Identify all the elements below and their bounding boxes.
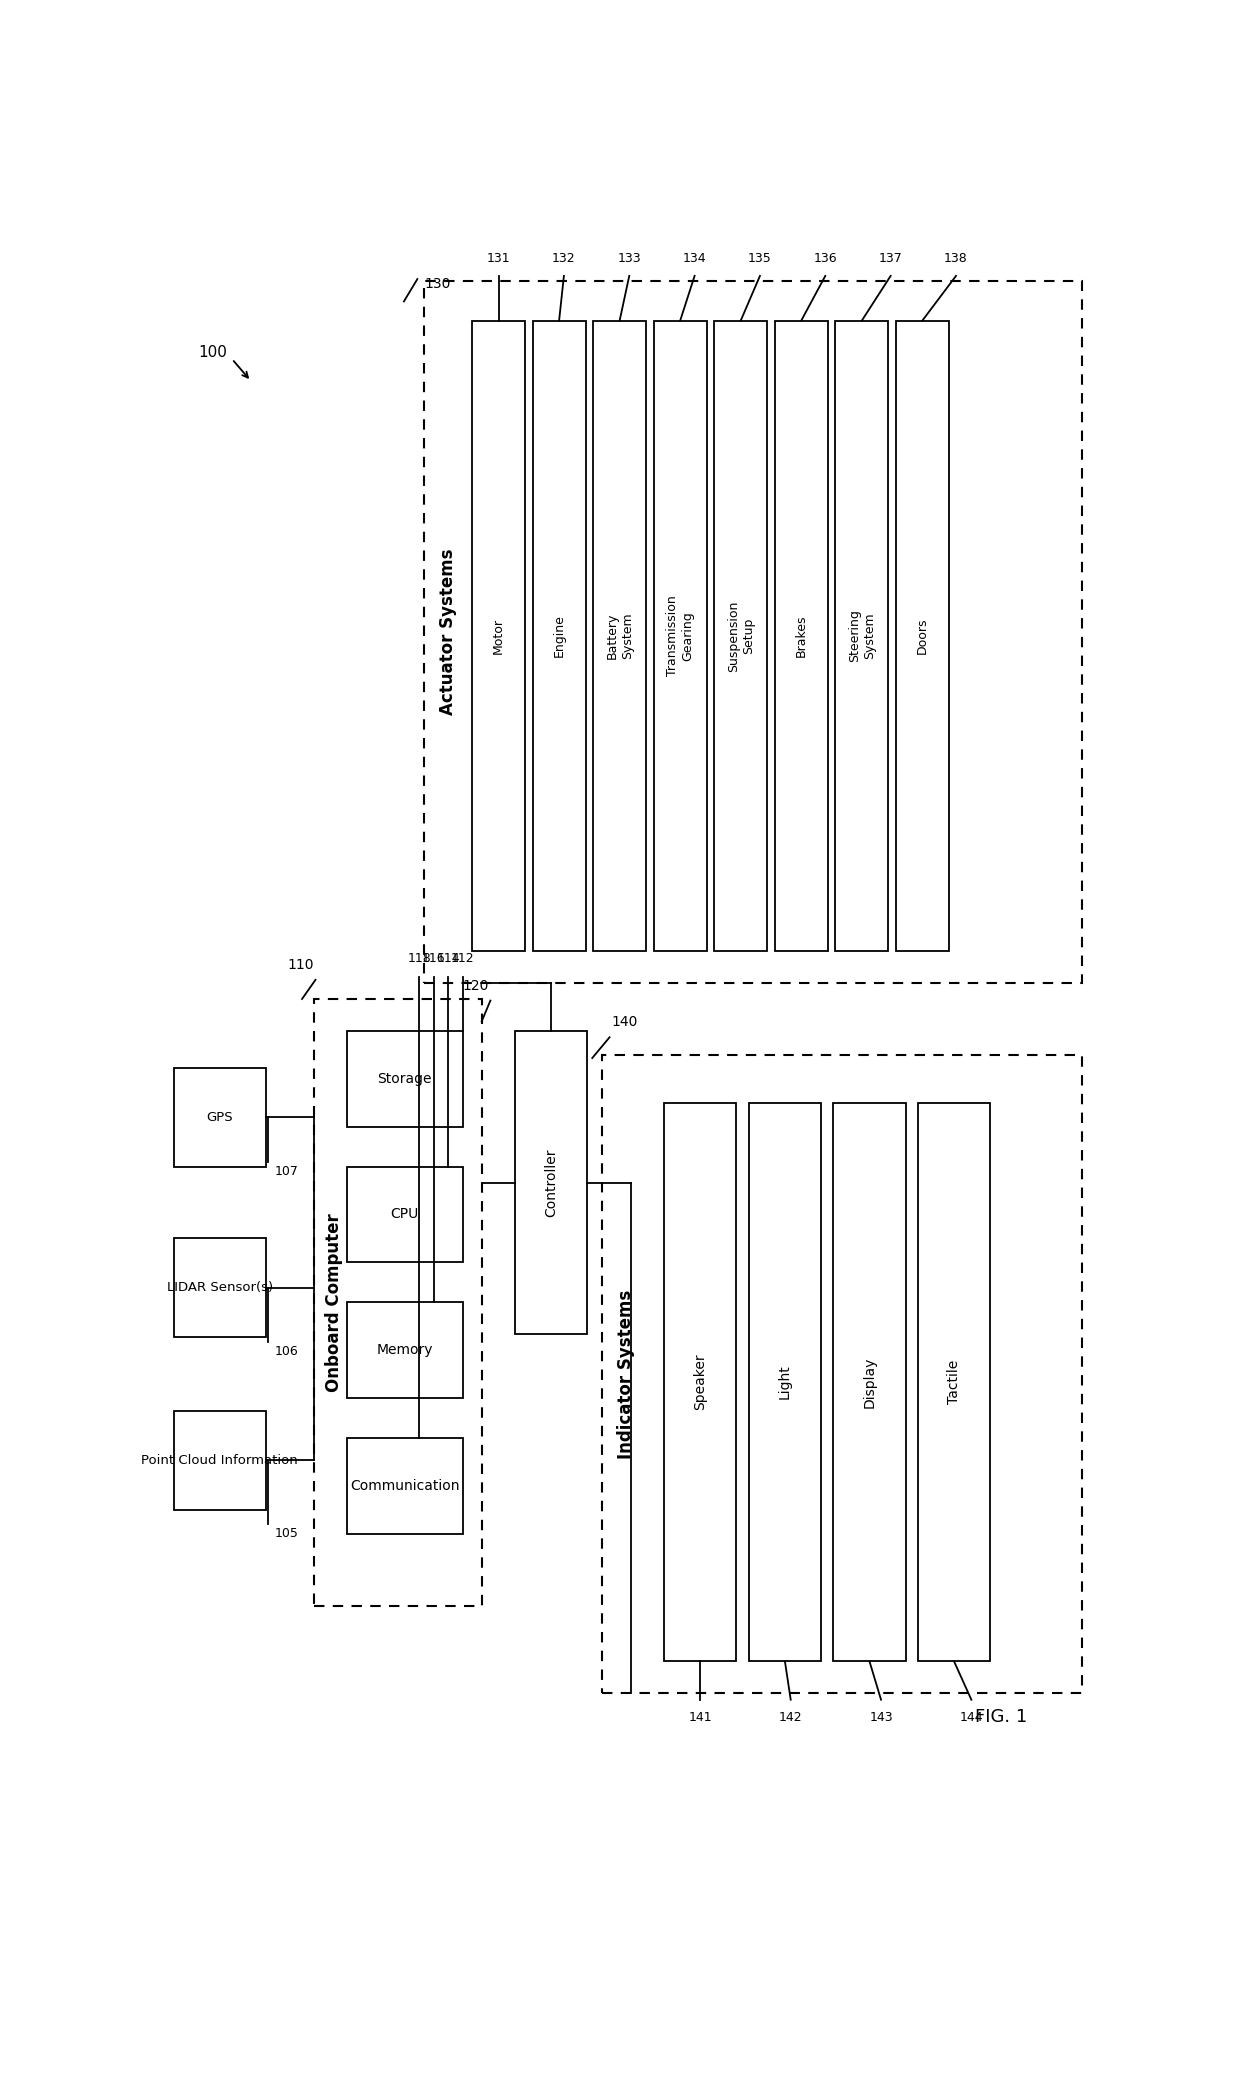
- Text: 137: 137: [879, 251, 903, 265]
- Text: Suspension
Setup: Suspension Setup: [727, 601, 755, 672]
- Text: Communication: Communication: [350, 1478, 460, 1493]
- Bar: [749, 1103, 821, 1660]
- Bar: [833, 1103, 905, 1660]
- Text: Speaker: Speaker: [693, 1354, 707, 1410]
- Bar: [516, 1030, 588, 1335]
- Text: 106: 106: [275, 1345, 299, 1358]
- Text: Display: Display: [863, 1356, 877, 1408]
- Bar: [775, 321, 828, 952]
- Text: 143: 143: [869, 1710, 893, 1725]
- Text: 141: 141: [688, 1710, 712, 1725]
- Bar: [601, 1055, 1083, 1694]
- Text: 130: 130: [424, 278, 450, 292]
- Bar: [593, 321, 646, 952]
- Text: 100: 100: [198, 344, 227, 361]
- Bar: [836, 321, 888, 952]
- Bar: [533, 321, 585, 952]
- Text: 112: 112: [450, 952, 475, 966]
- Text: Engine: Engine: [553, 614, 565, 657]
- Text: 144: 144: [960, 1710, 983, 1725]
- Text: 132: 132: [552, 251, 575, 265]
- Bar: [174, 1068, 265, 1167]
- Bar: [653, 321, 707, 952]
- Text: Motor: Motor: [492, 618, 505, 653]
- Text: 135: 135: [748, 251, 771, 265]
- Bar: [314, 999, 481, 1605]
- Text: Light: Light: [777, 1364, 792, 1399]
- Text: 136: 136: [813, 251, 837, 265]
- Text: 107: 107: [275, 1165, 299, 1177]
- Text: Doors: Doors: [916, 618, 929, 655]
- Text: 131: 131: [487, 251, 511, 265]
- Text: Tactile: Tactile: [947, 1360, 961, 1403]
- Text: 134: 134: [683, 251, 707, 265]
- Bar: [347, 1167, 463, 1262]
- Text: 116: 116: [422, 952, 445, 966]
- Text: Battery
System: Battery System: [605, 612, 634, 659]
- Text: LIDAR Sensor(s): LIDAR Sensor(s): [167, 1281, 273, 1294]
- Bar: [424, 280, 1083, 983]
- Text: 142: 142: [779, 1710, 802, 1725]
- Text: 110: 110: [288, 958, 314, 972]
- Text: CPU: CPU: [391, 1206, 419, 1221]
- Text: 120: 120: [463, 978, 489, 993]
- Text: 140: 140: [611, 1016, 637, 1030]
- Bar: [714, 321, 768, 952]
- Text: Brakes: Brakes: [795, 614, 807, 657]
- Text: Memory: Memory: [377, 1343, 433, 1358]
- Bar: [897, 321, 949, 952]
- Text: 114: 114: [436, 952, 460, 966]
- Text: 138: 138: [944, 251, 968, 265]
- Bar: [472, 321, 525, 952]
- Bar: [918, 1103, 990, 1660]
- Text: 133: 133: [618, 251, 641, 265]
- Text: Onboard Computer: Onboard Computer: [325, 1213, 342, 1391]
- Bar: [174, 1238, 265, 1337]
- Bar: [347, 1302, 463, 1397]
- Text: Steering
System: Steering System: [848, 609, 875, 661]
- Text: Controller: Controller: [544, 1148, 558, 1217]
- Text: Point Cloud Information: Point Cloud Information: [141, 1453, 299, 1468]
- Text: GPS: GPS: [207, 1111, 233, 1124]
- Bar: [347, 1030, 463, 1126]
- Text: Storage: Storage: [378, 1072, 432, 1086]
- Text: Indicator Systems: Indicator Systems: [616, 1289, 635, 1459]
- Bar: [665, 1103, 737, 1660]
- Bar: [174, 1412, 265, 1509]
- Bar: [347, 1439, 463, 1534]
- Text: 118: 118: [408, 952, 432, 966]
- Text: FIG. 1: FIG. 1: [975, 1708, 1027, 1727]
- Text: 105: 105: [275, 1528, 299, 1540]
- Text: Transmission
Gearing: Transmission Gearing: [666, 595, 694, 676]
- Text: Actuator Systems: Actuator Systems: [439, 549, 458, 715]
